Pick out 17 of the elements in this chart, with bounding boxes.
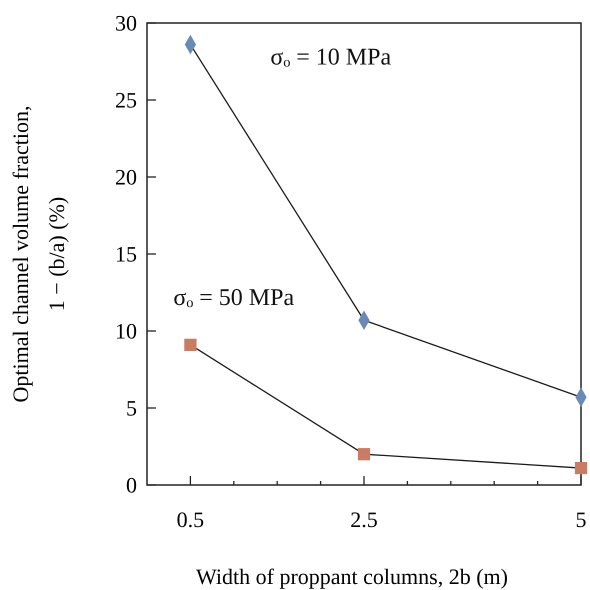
y-tick-label: 10 bbox=[115, 318, 137, 344]
point bbox=[358, 448, 370, 460]
y-tick-label: 0 bbox=[126, 472, 137, 498]
y-tick-label: 20 bbox=[115, 164, 137, 190]
y-axis-title: Optimal channel volume fraction, 1 − (b/a) (%) bbox=[8, 106, 69, 402]
y-tick-label: 5 bbox=[126, 396, 137, 421]
point bbox=[574, 462, 588, 474]
x-tick-label: 2.5 bbox=[350, 507, 378, 532]
x-axis-title: Width of proppant columns, 2b (m) bbox=[196, 564, 508, 589]
series-label: σₒ = 50 MPa bbox=[173, 284, 294, 311]
text: σₒ = 10 MPa bbox=[270, 44, 392, 71]
point bbox=[184, 338, 197, 351]
y-tick-label: 30 bbox=[115, 10, 137, 36]
y-tick-label: 15 bbox=[115, 242, 137, 267]
x-tick-label: 5 bbox=[576, 507, 586, 532]
x-tick-label: 0.5 bbox=[176, 507, 204, 532]
y-tick-label: 25 bbox=[115, 88, 137, 113]
